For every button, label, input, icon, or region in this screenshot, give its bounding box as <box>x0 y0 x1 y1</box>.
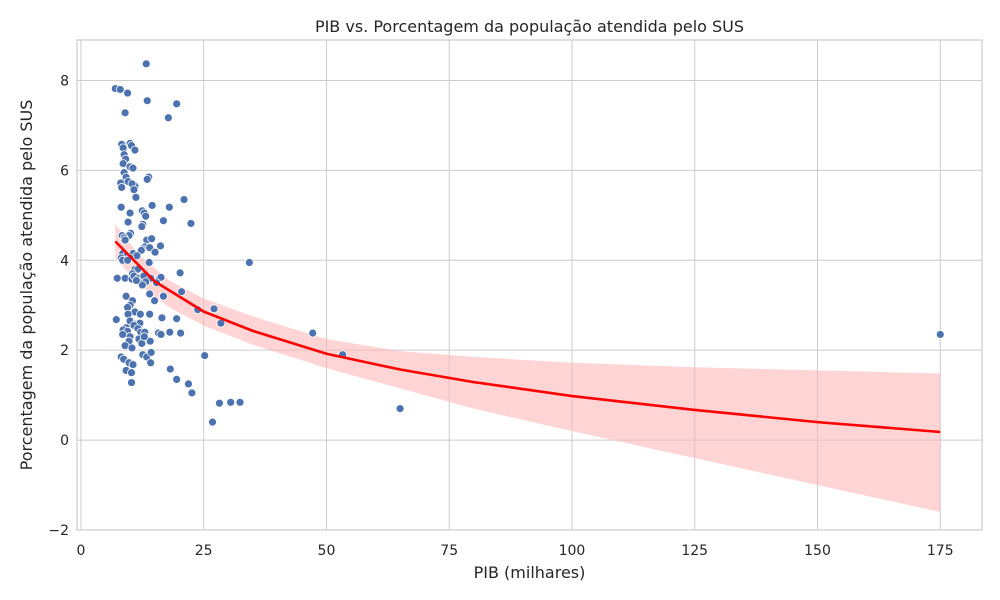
data-point <box>244 258 254 267</box>
data-point <box>131 192 141 202</box>
x-tick-label: 25 <box>195 543 213 559</box>
data-point <box>118 330 128 339</box>
data-point <box>139 332 149 342</box>
data-point <box>165 364 175 374</box>
data-point <box>132 276 141 285</box>
y-tick-label: −2 <box>48 523 69 539</box>
data-point <box>165 327 175 337</box>
y-tick-label: 2 <box>60 343 69 359</box>
data-point <box>115 85 125 94</box>
data-point <box>215 398 224 408</box>
data-point <box>172 314 182 324</box>
tick-labels: 0 25 50 75 100 125 150 175 −2 0 2 4 6 8 <box>48 73 953 559</box>
y-tick-label: 6 <box>60 163 69 179</box>
data-point <box>147 201 157 210</box>
data-point <box>142 174 152 184</box>
x-tick-label: 50 <box>318 543 336 559</box>
data-point <box>226 397 236 407</box>
data-point <box>172 99 182 109</box>
data-point <box>146 348 156 357</box>
regression-line-layer <box>114 240 941 434</box>
data-point <box>150 247 160 257</box>
data-point <box>111 315 121 325</box>
data-point <box>142 96 152 106</box>
x-tick-label: 100 <box>559 543 586 559</box>
data-point <box>116 202 126 212</box>
data-point <box>187 388 197 398</box>
data-point <box>127 368 136 378</box>
data-point <box>130 145 140 155</box>
data-point <box>125 208 135 218</box>
x-tick-label: 0 <box>76 543 85 559</box>
points-layer <box>110 59 945 427</box>
data-point <box>159 291 168 301</box>
plot-frame <box>76 39 983 531</box>
data-point <box>128 163 138 173</box>
data-point <box>235 397 245 407</box>
data-point <box>184 379 193 389</box>
x-tick-label: 75 <box>440 543 458 559</box>
data-point <box>156 241 165 251</box>
data-point <box>172 375 182 384</box>
data-point <box>120 235 130 245</box>
y-axis-label: Porcentagem da população atendida pelo S… <box>17 100 36 471</box>
data-point <box>141 59 151 69</box>
data-point <box>123 255 132 265</box>
data-point <box>120 108 130 118</box>
data-point <box>117 183 127 192</box>
data-point <box>137 222 147 231</box>
data-point <box>395 404 405 414</box>
chart-title: PIB vs. Porcentagem da população atendid… <box>315 17 744 36</box>
data-point <box>145 309 155 319</box>
data-point <box>150 296 159 306</box>
data-point <box>163 113 173 123</box>
data-point <box>935 330 945 339</box>
x-tick-label: 175 <box>927 543 954 559</box>
data-point <box>164 202 174 212</box>
data-point <box>144 258 154 267</box>
data-point <box>137 280 147 290</box>
data-point <box>123 88 132 98</box>
data-point <box>308 328 318 338</box>
data-point <box>146 358 156 368</box>
y-tick-label: 8 <box>60 73 69 89</box>
data-point <box>159 216 168 226</box>
data-point <box>128 360 138 369</box>
data-point <box>141 211 151 221</box>
data-point <box>127 343 137 353</box>
y-tick-label: 0 <box>60 433 69 449</box>
data-point <box>121 291 131 301</box>
data-point <box>175 268 185 278</box>
data-point <box>145 336 155 346</box>
confidence-band-layer <box>115 224 941 513</box>
y-tick-label: 4 <box>60 253 69 269</box>
data-point <box>208 417 217 427</box>
regression-line <box>114 240 941 434</box>
x-tick-label: 150 <box>804 543 831 559</box>
data-point <box>186 219 196 228</box>
data-point <box>123 217 133 227</box>
data-point <box>179 195 189 204</box>
data-point <box>157 313 167 323</box>
x-axis-label: PIB (milhares) <box>474 563 586 582</box>
confidence-band <box>115 224 941 513</box>
data-point <box>147 234 157 244</box>
data-point <box>176 328 186 338</box>
data-point <box>135 309 145 319</box>
data-point <box>177 287 186 297</box>
data-point <box>127 378 136 387</box>
x-tick-label: 125 <box>681 543 708 559</box>
data-point <box>209 304 219 314</box>
data-point <box>156 330 166 339</box>
data-point <box>112 273 122 283</box>
data-point <box>200 351 210 360</box>
data-point <box>129 185 139 195</box>
data-point <box>145 289 155 299</box>
